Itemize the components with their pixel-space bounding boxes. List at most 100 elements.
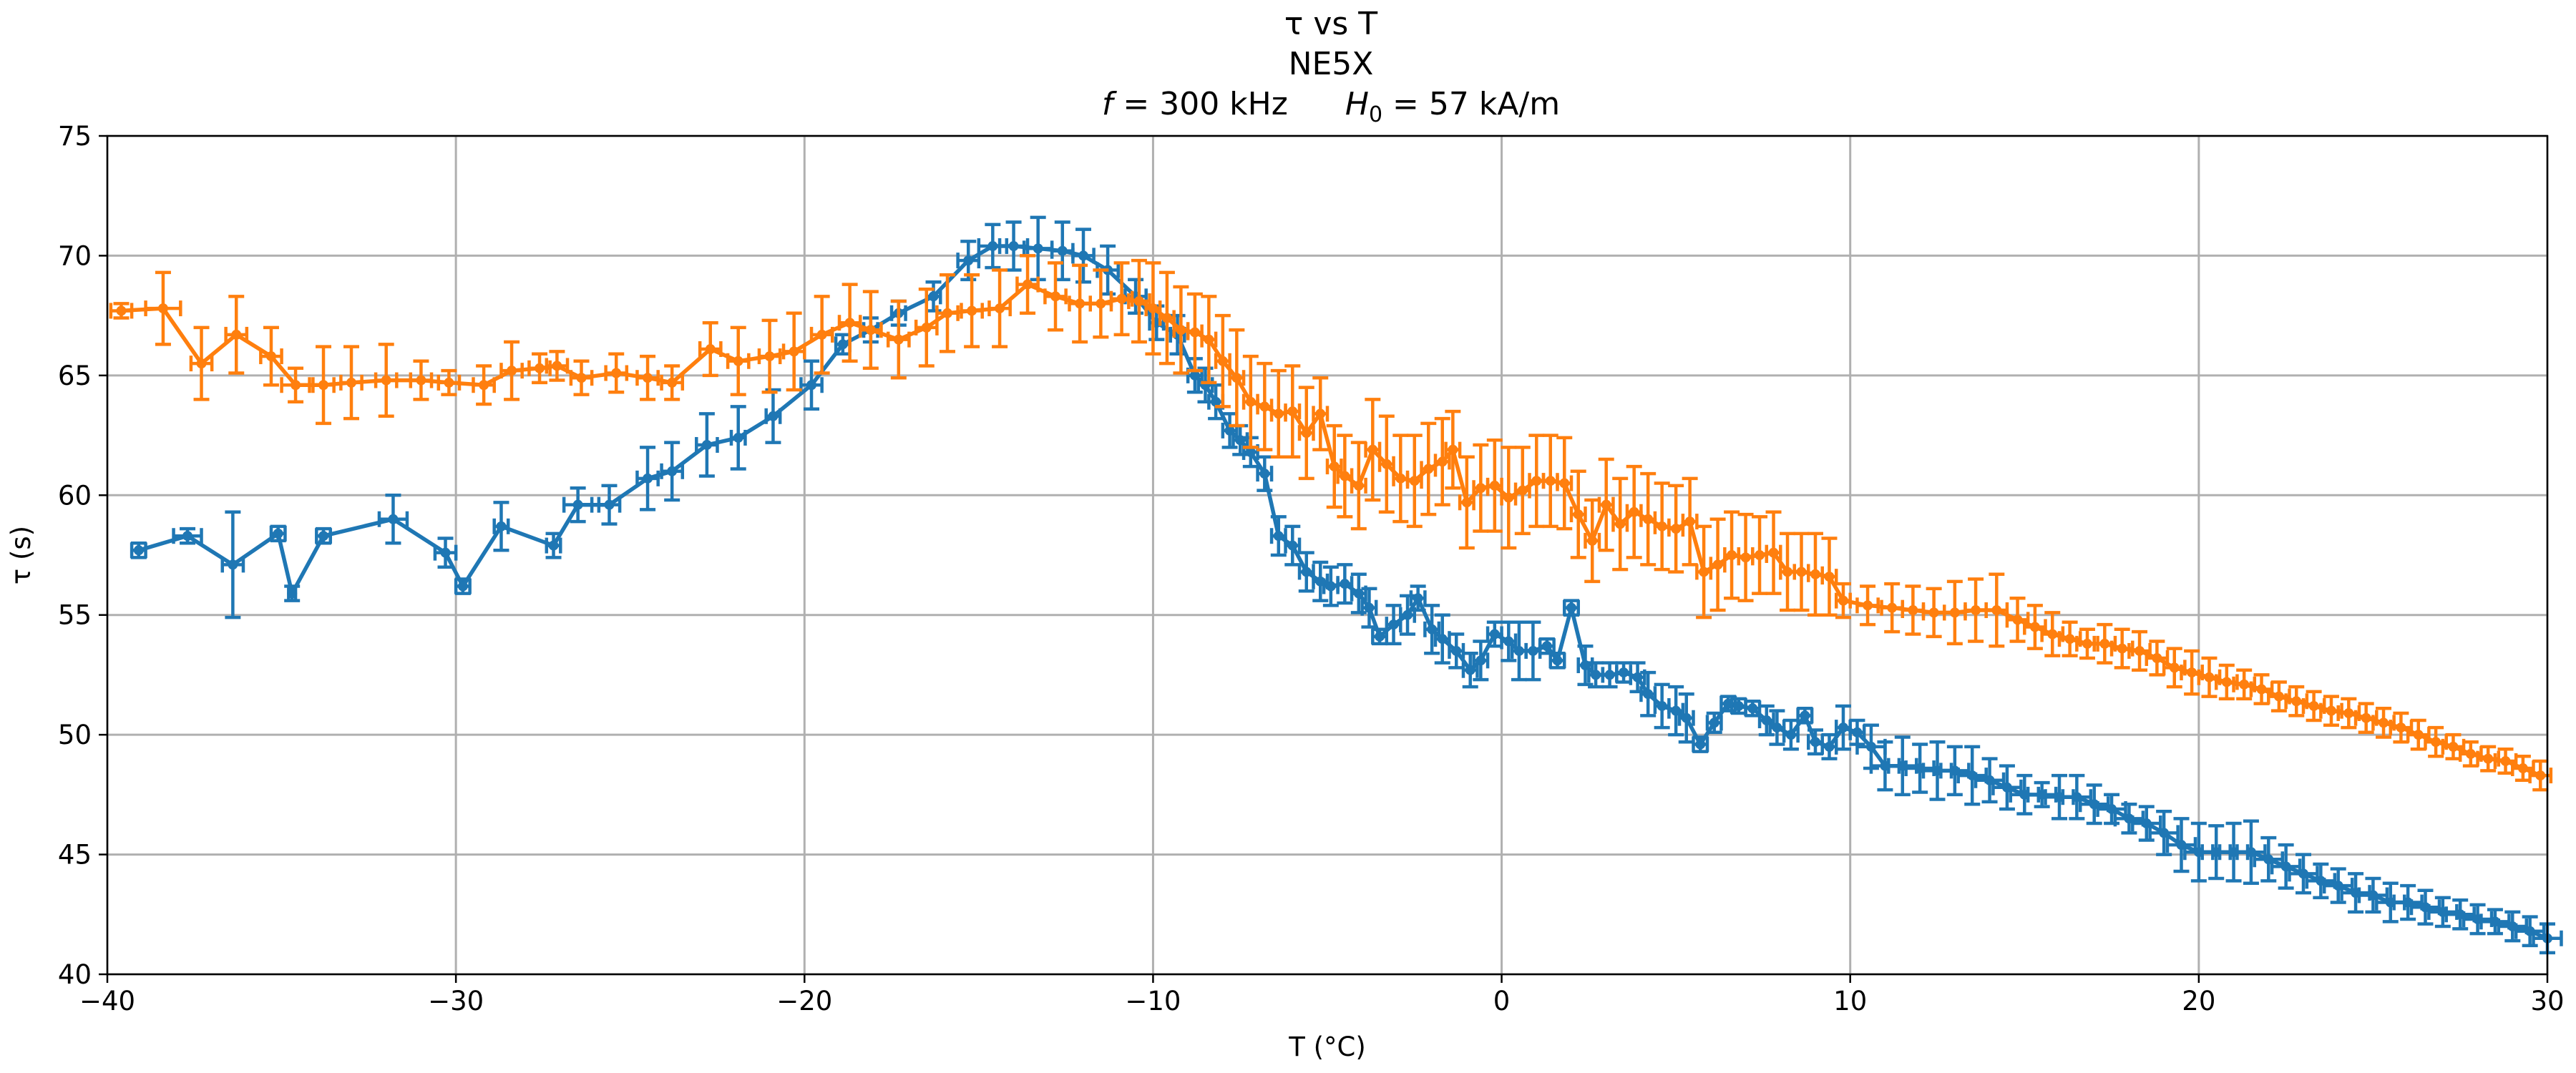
data-point bbox=[231, 329, 242, 340]
data-point bbox=[733, 432, 743, 443]
data-point bbox=[2517, 763, 2528, 774]
data-point bbox=[2064, 634, 2075, 645]
data-point bbox=[2333, 881, 2343, 891]
data-point bbox=[1897, 760, 1908, 771]
data-point bbox=[2211, 847, 2222, 858]
data-point bbox=[1475, 655, 1486, 666]
data-point bbox=[1517, 485, 1528, 496]
data-point bbox=[643, 473, 653, 484]
data-point bbox=[273, 528, 283, 539]
data-point bbox=[1315, 408, 1326, 419]
data-point bbox=[1231, 373, 1242, 383]
data-point bbox=[2403, 897, 2414, 908]
data-point bbox=[1096, 298, 1106, 309]
axis-ticks: −40 −30 −20 −10 0 10 20 30 40 45 50 55 60 65 70 75 bbox=[58, 121, 2565, 1016]
data-point bbox=[572, 499, 583, 510]
data-point bbox=[1503, 636, 1514, 647]
data-point bbox=[1768, 547, 1779, 558]
data-point bbox=[265, 351, 276, 362]
data-point bbox=[1465, 665, 1475, 675]
data-point bbox=[116, 305, 127, 316]
data-point bbox=[2082, 638, 2092, 649]
data-point bbox=[2228, 847, 2239, 858]
data-point bbox=[1699, 567, 1709, 577]
data-point bbox=[2036, 789, 2047, 800]
data-point bbox=[1601, 499, 1611, 510]
data-point bbox=[1023, 279, 1033, 290]
data-point bbox=[1259, 401, 1270, 412]
data-point bbox=[2351, 888, 2361, 898]
data-point bbox=[1325, 581, 1336, 592]
data-point bbox=[2124, 813, 2135, 824]
data-point bbox=[2483, 753, 2494, 764]
data-point bbox=[2431, 737, 2441, 748]
y-tick-label: 60 bbox=[58, 480, 92, 511]
data-point bbox=[1381, 459, 1392, 469]
data-point bbox=[643, 373, 653, 383]
x-tick-label: −40 bbox=[79, 986, 135, 1016]
data-point bbox=[2465, 748, 2476, 759]
data-point bbox=[1619, 667, 1629, 678]
data-point bbox=[1340, 579, 1350, 589]
data-point bbox=[1838, 722, 1848, 733]
data-point bbox=[1684, 516, 1695, 527]
data-point bbox=[1301, 428, 1312, 438]
data-point bbox=[2273, 691, 2284, 702]
data-point bbox=[479, 380, 489, 391]
data-point bbox=[942, 308, 953, 318]
data-point bbox=[1824, 572, 1835, 582]
x-axis-label: T (°C) bbox=[1288, 1032, 1366, 1062]
data-point bbox=[2420, 902, 2431, 913]
data-point bbox=[2326, 705, 2336, 716]
data-point bbox=[2159, 828, 2170, 838]
data-point bbox=[1528, 645, 1538, 656]
data-point bbox=[1761, 715, 1772, 726]
data-point bbox=[1632, 672, 1643, 682]
data-point bbox=[1413, 593, 1423, 604]
y-tick-label: 55 bbox=[58, 600, 92, 631]
data-point bbox=[1552, 655, 1563, 666]
data-point bbox=[1273, 408, 1284, 419]
data-point bbox=[1475, 483, 1486, 494]
data-point bbox=[2472, 913, 2483, 924]
data-point bbox=[2089, 799, 2099, 810]
data-point bbox=[1211, 396, 1221, 407]
data-point bbox=[2379, 717, 2389, 728]
data-point bbox=[764, 351, 775, 362]
data-point bbox=[2012, 614, 2023, 625]
data-point bbox=[1908, 605, 1918, 616]
data-point bbox=[837, 339, 848, 350]
data-point bbox=[182, 531, 193, 542]
data-point bbox=[1489, 629, 1500, 640]
data-point bbox=[457, 581, 468, 592]
data-point bbox=[1671, 705, 1682, 716]
y-tick-label: 70 bbox=[58, 240, 92, 271]
y-axis-label: τ (s) bbox=[6, 526, 36, 584]
data-point bbox=[1604, 670, 1615, 680]
plot-frame bbox=[106, 134, 2549, 976]
data-point bbox=[2193, 847, 2204, 858]
data-point bbox=[1375, 631, 1385, 642]
data-point bbox=[967, 305, 977, 316]
data-point bbox=[1245, 447, 1256, 458]
data-point bbox=[1695, 739, 1706, 750]
data-point bbox=[1928, 607, 1939, 618]
data-point bbox=[1643, 689, 1654, 700]
data-point bbox=[2072, 792, 2082, 803]
data-point bbox=[2385, 897, 2396, 908]
chart-subtitle: NE5X bbox=[1289, 46, 1374, 82]
data-point bbox=[865, 325, 876, 335]
data-point bbox=[1340, 471, 1350, 481]
data-point bbox=[1949, 607, 1960, 618]
data-point bbox=[1727, 550, 1737, 560]
data-point bbox=[1887, 602, 1898, 613]
data-point bbox=[1755, 550, 1765, 560]
data-point bbox=[1402, 609, 1413, 620]
data-point bbox=[2489, 916, 2500, 927]
field-subscript: 0 bbox=[1369, 102, 1382, 127]
data-point bbox=[2221, 677, 2232, 687]
data-point bbox=[1033, 243, 1043, 254]
data-point bbox=[1712, 559, 1723, 570]
data-point bbox=[667, 466, 678, 476]
data-point bbox=[1838, 595, 1848, 606]
